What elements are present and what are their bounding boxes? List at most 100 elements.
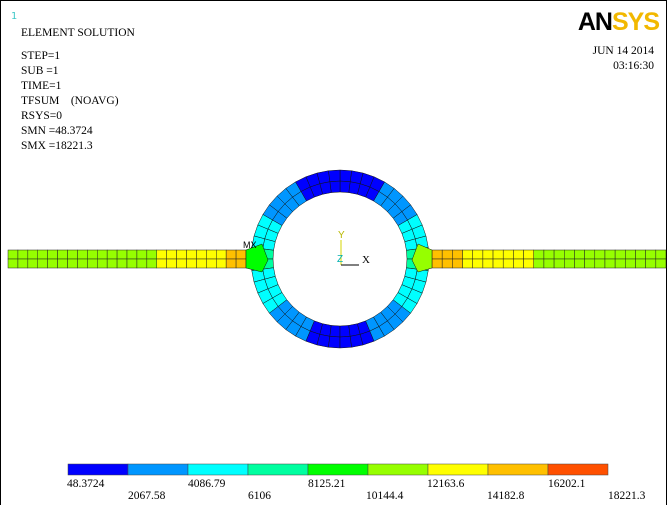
legend-label-upper-1: 4086.79 <box>188 478 226 490</box>
bar-element <box>513 258 524 269</box>
bar-element <box>47 258 58 269</box>
solution-info: ELEMENT SOLUTION STEP=1 SUB =1 TIME=1 TF… <box>21 26 135 154</box>
bar-element <box>97 258 108 269</box>
time-text: 03:16:30 <box>613 60 654 72</box>
bar-element <box>604 258 616 269</box>
bar-element <box>614 249 626 260</box>
info-line-step: STEP=1 <box>21 50 61 62</box>
info-line-smx: SMX =18221.3 <box>21 140 93 152</box>
bar-element <box>37 258 48 269</box>
bar-element <box>156 249 167 260</box>
bar-element <box>67 249 78 260</box>
legend-swatch <box>487 463 549 476</box>
ring-element <box>339 325 351 338</box>
bar-element <box>645 249 657 260</box>
bar-element <box>156 258 167 269</box>
node-marker: MX <box>243 240 257 250</box>
bar-element <box>57 249 68 260</box>
bar-element <box>7 258 19 269</box>
bar-element <box>186 258 197 269</box>
bar-element <box>441 249 453 260</box>
solution-title: ELEMENT SOLUTION <box>21 27 135 39</box>
bar-element <box>452 258 463 269</box>
info-line-sub: SUB =1 <box>21 65 59 77</box>
ring-element <box>329 325 341 338</box>
bar-element <box>543 249 555 260</box>
ring-element <box>328 169 341 182</box>
bar-element <box>594 249 606 260</box>
bar-element <box>17 249 29 260</box>
ring-element <box>329 180 341 193</box>
bar-element <box>645 258 657 269</box>
bar-element <box>655 249 667 260</box>
bar-element <box>523 258 534 269</box>
left-bar-elements <box>7 249 247 269</box>
bar-element <box>235 249 247 260</box>
legend-label-lower-0: 2067.58 <box>128 490 166 502</box>
bar-element <box>57 258 68 269</box>
bar-element <box>574 249 585 260</box>
bar-element <box>553 258 565 269</box>
bar-element <box>196 249 207 260</box>
legend-label-lower-1: 6106 <box>248 490 271 502</box>
bar-element <box>176 249 187 260</box>
bar-element <box>625 258 636 269</box>
bar-element <box>146 258 157 269</box>
bar-element <box>206 258 217 269</box>
legend-label-upper-4: 16202.1 <box>548 478 586 490</box>
bar-element <box>594 258 606 269</box>
bar-element <box>106 258 118 269</box>
legend-swatch <box>547 463 609 476</box>
ring-element <box>339 169 352 182</box>
bar-element <box>206 249 217 260</box>
bar-element <box>176 258 187 269</box>
ring-element <box>339 336 352 349</box>
contour-legend <box>67 463 609 476</box>
bar-element <box>87 258 98 269</box>
legend-label-upper-0: 48.3724 <box>67 478 105 490</box>
ring-element <box>328 336 341 349</box>
bar-element <box>604 249 616 260</box>
legend-swatch <box>127 463 189 476</box>
bar-element <box>166 258 177 269</box>
legend-swatch <box>427 463 489 476</box>
bar-element <box>136 249 148 260</box>
triad-y-label: Y <box>338 230 345 241</box>
coordinate-triad: Y Z X <box>337 230 370 266</box>
bar-element <box>225 258 237 269</box>
bar-element <box>523 249 534 260</box>
bar-element <box>614 258 626 269</box>
legend-swatch <box>187 463 249 476</box>
legend-label-lower-2: 10144.4 <box>366 490 404 502</box>
bar-element <box>431 258 443 269</box>
legend-swatch <box>67 463 129 476</box>
bar-element <box>186 249 197 260</box>
bar-element <box>543 258 555 269</box>
bar-element <box>116 258 128 269</box>
bar-element <box>97 249 108 260</box>
triad-z-label: Z <box>337 254 343 265</box>
bar-element <box>216 249 227 260</box>
ring-elements <box>245 169 433 349</box>
legend-label-upper-2: 8125.21 <box>308 478 346 490</box>
triad-x-label: X <box>362 254 370 266</box>
legend-label-lower-4: 18221.3 <box>608 490 646 502</box>
ring-element <box>339 180 351 193</box>
bar-element <box>564 249 575 260</box>
bar-element <box>67 258 78 269</box>
bar-element <box>126 249 138 260</box>
bar-element <box>196 258 207 269</box>
bar-element <box>472 258 484 269</box>
bar-element <box>106 249 118 260</box>
bar-element <box>7 249 19 260</box>
bar-element <box>462 249 473 260</box>
bar-element <box>553 249 565 260</box>
info-line-time: TIME=1 <box>21 80 62 92</box>
bar-element <box>225 249 237 260</box>
bar-element <box>472 249 484 260</box>
bar-element <box>492 249 504 260</box>
bar-element <box>17 258 29 269</box>
date-text: JUN 14 2014 <box>592 45 654 57</box>
bar-element <box>441 258 453 269</box>
